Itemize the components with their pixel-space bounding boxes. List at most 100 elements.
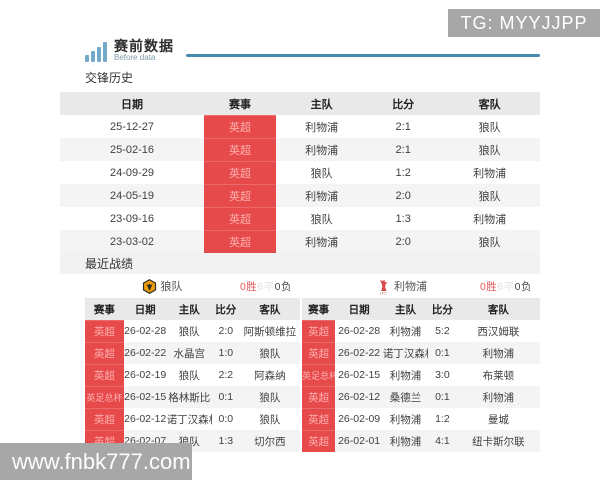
league-badge: 英超 bbox=[85, 408, 124, 430]
header-divider bbox=[186, 54, 540, 57]
away-team: 狼队 bbox=[478, 121, 501, 134]
h2h-section-title: 交锋历史 bbox=[85, 71, 134, 85]
table-row: 英超 26-02-28 狼队 2:0 阿斯顿维拉 bbox=[85, 320, 300, 342]
home-team: 利物浦 bbox=[389, 413, 422, 426]
record-losses: 0负 bbox=[514, 280, 532, 293]
team-header-liverpool: LFC 利物浦 0胜6平0负 bbox=[300, 274, 540, 298]
recent-panel-liverpool: LFC 利物浦 0胜6平0负 赛事 日期 bbox=[300, 274, 540, 452]
h2h-header-row: 日期 赛事 主队 比分 客队 bbox=[60, 92, 540, 115]
site-watermark: www.fnbk777.com bbox=[0, 443, 192, 480]
match-date: 26-02-09 bbox=[338, 413, 381, 425]
table-row: 英超 26-02-12 桑德兰 0:1 利物浦 bbox=[302, 386, 540, 408]
record-wins: 0胜 bbox=[479, 280, 498, 293]
home-team: 利物浦 bbox=[389, 435, 422, 448]
header-titles: 赛前数据 Before data bbox=[114, 39, 174, 62]
table-row: 英超 26-02-01 利物浦 4:1 纽卡斯尔联 bbox=[302, 430, 540, 452]
table-row: 英足总杯 26-02-15 利物浦 3:0 布莱顿 bbox=[302, 364, 540, 386]
table-row: 英超 26-02-19 狼队 2:2 阿森纳 bbox=[85, 364, 300, 386]
match-date: 24-05-19 bbox=[109, 189, 155, 202]
table-row: 英超 26-02-28 利物浦 5:2 西汉姆联 bbox=[302, 320, 540, 342]
league-badge: 英超 bbox=[85, 320, 124, 342]
recent-header-row: 赛事 日期 主队 比分 客队 bbox=[302, 298, 540, 320]
away-team: 阿斯顿维拉 bbox=[243, 325, 297, 338]
team-record: 0胜6平0负 bbox=[480, 279, 532, 294]
home-team: 格林斯比 bbox=[168, 391, 211, 404]
page-title: 赛前数据 bbox=[114, 37, 174, 54]
league-badge: 英超 bbox=[302, 342, 336, 364]
league-badge: 英超 bbox=[204, 161, 276, 184]
table-row: 25-02-16 英超 利物浦 2:1 狼队 bbox=[60, 138, 540, 161]
league-badge: 英超 bbox=[204, 184, 276, 207]
away-team: 曼城 bbox=[487, 413, 509, 426]
match-date: 26-02-15 bbox=[124, 391, 167, 403]
recent-header-row: 赛事 日期 主队 比分 客队 bbox=[85, 298, 300, 320]
telegram-watermark: TG: MYYJJPP bbox=[448, 9, 600, 37]
match-score: 2:0 bbox=[395, 189, 411, 202]
match-score: 5:2 bbox=[435, 325, 450, 337]
league-badge: 英超 bbox=[204, 207, 276, 230]
match-score: 1:2 bbox=[435, 413, 450, 425]
h2h-col-score: 比分 bbox=[367, 92, 440, 115]
match-date: 26-02-12 bbox=[338, 391, 381, 403]
league-badge: 英超 bbox=[204, 138, 276, 161]
bar-chart-icon bbox=[85, 42, 109, 62]
match-score: 1:0 bbox=[218, 347, 234, 359]
match-date: 26-02-22 bbox=[124, 347, 167, 359]
home-team: 诺丁汉森林 bbox=[382, 347, 428, 360]
home-team: 利物浦 bbox=[305, 236, 339, 249]
match-date: 26-02-22 bbox=[338, 347, 381, 359]
col-away: 客队 bbox=[239, 298, 300, 320]
home-team: 利物浦 bbox=[389, 325, 422, 338]
match-date: 26-02-01 bbox=[338, 435, 381, 447]
match-date: 26-02-28 bbox=[124, 325, 167, 337]
team-name: 狼队 bbox=[160, 281, 183, 293]
crest-label: LFC bbox=[380, 290, 388, 294]
home-team: 狼队 bbox=[310, 213, 333, 226]
away-team: 切尔西 bbox=[254, 435, 286, 448]
main-content: 赛前数据 Before data 交锋历史 日期 赛事 主队 比分 客队 25-… bbox=[60, 32, 540, 452]
col-date: 日期 bbox=[123, 298, 167, 320]
home-team: 狼队 bbox=[310, 167, 333, 180]
match-score: 2:1 bbox=[395, 143, 411, 156]
home-team: 利物浦 bbox=[305, 144, 339, 157]
home-team: 水晶宫 bbox=[173, 347, 206, 360]
away-team: 西汉姆联 bbox=[477, 325, 520, 338]
col-league: 赛事 bbox=[302, 298, 336, 320]
match-score: 3:0 bbox=[435, 369, 450, 381]
record-wins: 0胜 bbox=[239, 280, 258, 293]
away-team: 布莱顿 bbox=[482, 369, 515, 382]
away-team: 狼队 bbox=[259, 391, 281, 404]
league-badge: 英超 bbox=[302, 320, 336, 342]
away-team: 狼队 bbox=[478, 190, 501, 203]
h2h-table: 日期 赛事 主队 比分 客队 25-12-27 英超 利物浦 2:1 狼队 25… bbox=[60, 92, 540, 253]
table-row: 英超 26-02-09 利物浦 1:2 曼城 bbox=[302, 408, 540, 430]
away-team: 利物浦 bbox=[482, 391, 515, 404]
table-row: 25-12-27 英超 利物浦 2:1 狼队 bbox=[60, 115, 540, 138]
match-score: 4:1 bbox=[435, 435, 450, 447]
recent-table-wolves: 赛事 日期 主队 比分 客队 英超 26-02-28 狼队 2:0 bbox=[85, 298, 300, 452]
match-date: 23-03-02 bbox=[109, 235, 155, 248]
match-score: 0:1 bbox=[435, 347, 450, 359]
team-name: 利物浦 bbox=[394, 281, 427, 293]
match-score: 1:3 bbox=[395, 212, 411, 225]
match-date: 25-02-16 bbox=[109, 143, 155, 156]
match-score: 0:0 bbox=[218, 413, 234, 425]
col-home: 主队 bbox=[166, 298, 212, 320]
col-date: 日期 bbox=[335, 298, 383, 320]
h2h-col-home: 主队 bbox=[276, 92, 368, 115]
away-team: 狼队 bbox=[478, 144, 501, 157]
away-team: 狼队 bbox=[259, 413, 281, 426]
league-badge: 英超 bbox=[85, 342, 124, 364]
match-score: 0:1 bbox=[435, 391, 450, 403]
away-team: 狼队 bbox=[259, 347, 281, 360]
match-score: 2:0 bbox=[395, 235, 411, 248]
away-team: 利物浦 bbox=[473, 167, 507, 180]
h2h-col-away: 客队 bbox=[439, 92, 540, 115]
col-score: 比分 bbox=[428, 298, 457, 320]
team-record: 0胜6平0负 bbox=[240, 279, 292, 294]
recent-section-title: 最近战绩 bbox=[60, 253, 540, 274]
col-home: 主队 bbox=[382, 298, 429, 320]
home-team: 利物浦 bbox=[389, 369, 422, 382]
page-header: 赛前数据 Before data bbox=[85, 32, 540, 62]
